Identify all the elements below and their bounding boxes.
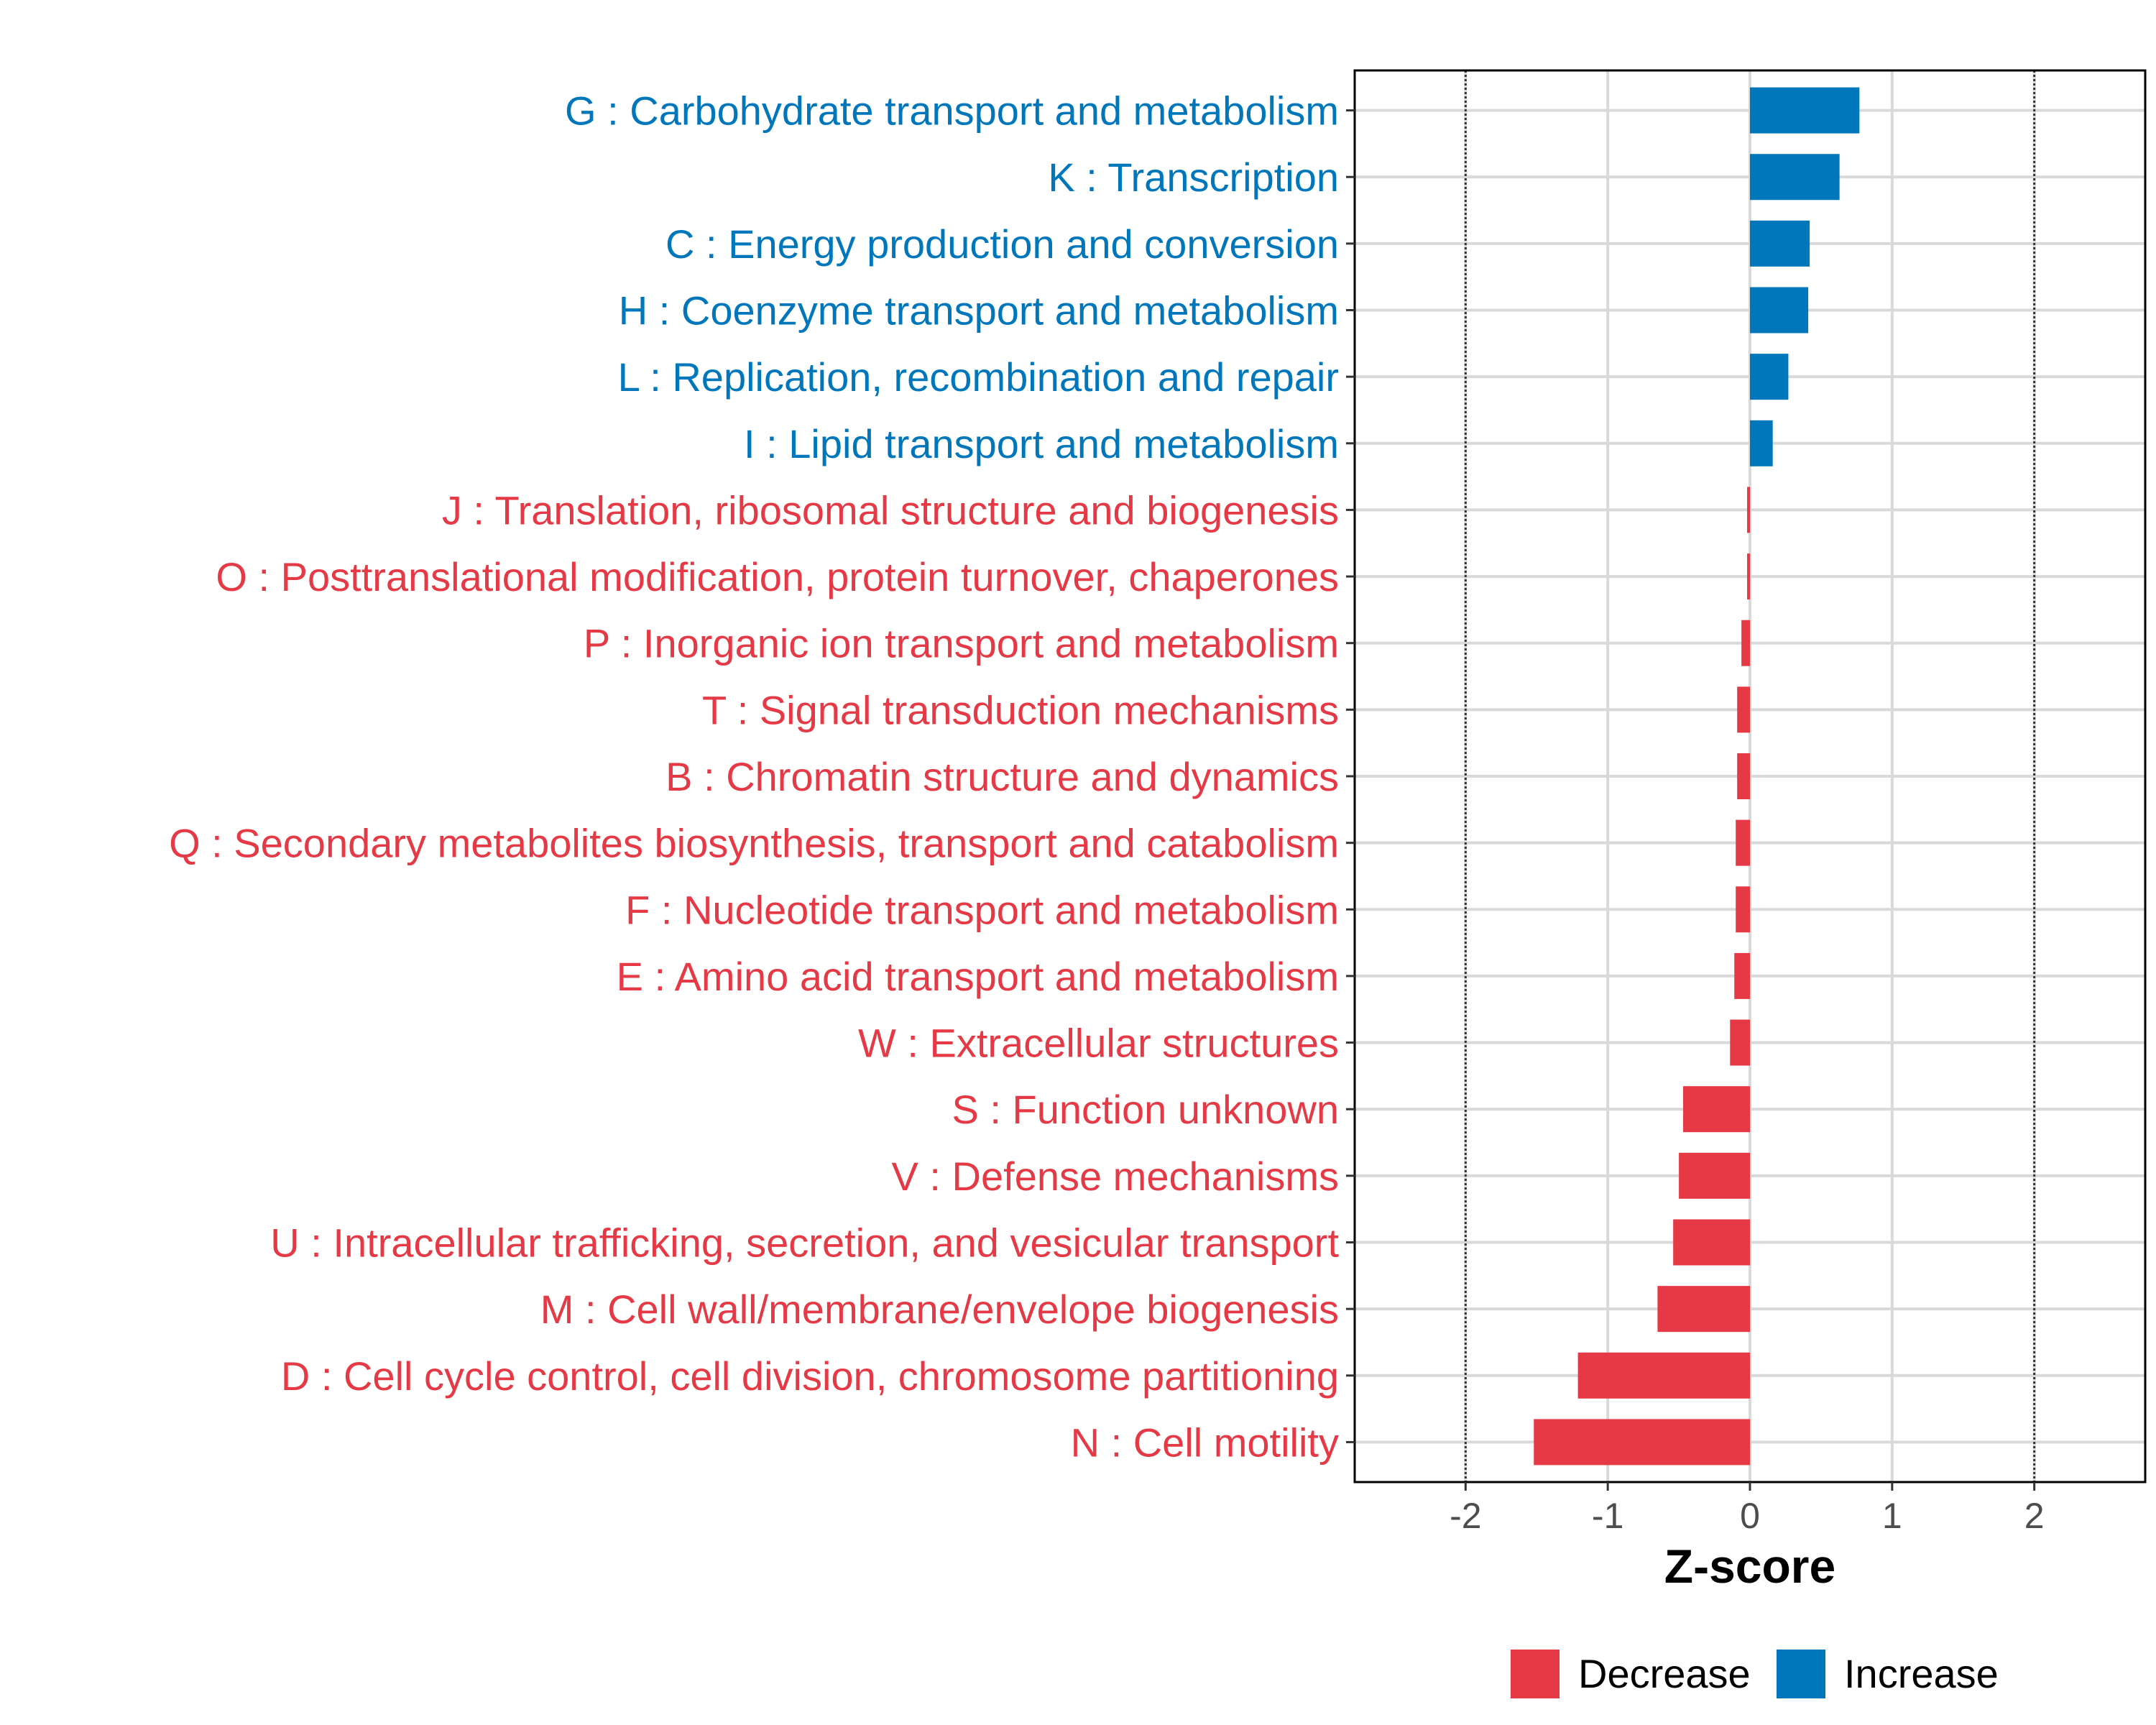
y-tick-label: P : Inorganic ion transport and metaboli… xyxy=(584,621,1339,666)
y-tick-label: M : Cell wall/membrane/envelope biogenes… xyxy=(540,1287,1339,1332)
bars xyxy=(1534,87,1860,1466)
bar xyxy=(1657,1286,1750,1333)
y-tick-label: Q : Secondary metabolites biosynthesis, … xyxy=(169,821,1339,866)
y-tick-label: N : Cell motility xyxy=(1071,1420,1339,1465)
y-tick-label: T : Signal transduction mechanisms xyxy=(702,687,1339,732)
bar xyxy=(1736,886,1750,933)
y-axis-ticks xyxy=(1346,109,1355,1443)
bar xyxy=(1730,1019,1750,1066)
legend-label: Decrease xyxy=(1578,1651,1751,1696)
y-tick-label: I : Lipid transport and metabolism xyxy=(744,421,1339,466)
x-tick-label: 2 xyxy=(2024,1496,2045,1536)
y-tick-label: U : Intracellular trafficking, secretion… xyxy=(270,1220,1339,1265)
y-tick-label: S : Function unknown xyxy=(952,1087,1339,1132)
bar xyxy=(1673,1219,1750,1266)
bar xyxy=(1534,1419,1750,1466)
y-tick-label: G : Carbohydrate transport and metabolis… xyxy=(565,88,1339,134)
x-axis-ticks xyxy=(1464,1482,2036,1491)
bar xyxy=(1741,620,1750,666)
y-tick-label: L : Replication, recombination and repai… xyxy=(618,354,1339,400)
y-tick-label: V : Defense mechanisms xyxy=(892,1154,1339,1199)
y-tick-label: J : Translation, ribosomal structure and… xyxy=(442,487,1339,533)
y-tick-label: E : Amino acid transport and metabolism xyxy=(617,954,1339,999)
legend-swatch xyxy=(1511,1650,1560,1698)
y-tick-label: O : Posttranslational modification, prot… xyxy=(216,554,1339,599)
y-tick-label: F : Nucleotide transport and metabolism xyxy=(625,887,1339,932)
y-tick-label: C : Energy production and conversion xyxy=(665,221,1339,267)
x-tick-label: -2 xyxy=(1450,1496,1481,1536)
y-tick-label: K : Transcription xyxy=(1048,155,1339,200)
bar xyxy=(1577,1352,1750,1399)
bar xyxy=(1747,487,1750,533)
y-tick-label: H : Coenzyme transport and metabolism xyxy=(619,288,1339,334)
x-axis-title: Z-score xyxy=(1664,1540,1835,1593)
bar xyxy=(1737,753,1750,799)
y-axis-labels: G : Carbohydrate transport and metabolis… xyxy=(169,88,1339,1466)
bar xyxy=(1683,1086,1750,1133)
bar xyxy=(1750,220,1810,267)
x-axis-tick-labels: -2 -1 0 1 2 xyxy=(1450,1496,2045,1536)
legend: Decrease Increase xyxy=(1511,1650,1999,1698)
bar xyxy=(1750,154,1840,201)
bar xyxy=(1734,952,1750,999)
bar xyxy=(1737,686,1750,733)
bar xyxy=(1750,420,1773,466)
bar xyxy=(1736,819,1750,866)
y-tick-label: B : Chromatin structure and dynamics xyxy=(665,754,1339,799)
legend-swatch xyxy=(1777,1650,1825,1698)
y-tick-label: W : Extracellular structures xyxy=(858,1021,1339,1066)
x-tick-label: 0 xyxy=(1740,1496,1760,1536)
bar xyxy=(1750,287,1809,334)
bar xyxy=(1750,87,1860,134)
bar xyxy=(1679,1152,1750,1199)
y-tick-label: D : Cell cycle control, cell division, c… xyxy=(281,1353,1339,1399)
legend-label: Increase xyxy=(1844,1651,1999,1696)
x-tick-label: -1 xyxy=(1592,1496,1623,1536)
bar xyxy=(1747,553,1750,600)
x-tick-label: 1 xyxy=(1882,1496,1902,1536)
bar xyxy=(1750,354,1789,400)
